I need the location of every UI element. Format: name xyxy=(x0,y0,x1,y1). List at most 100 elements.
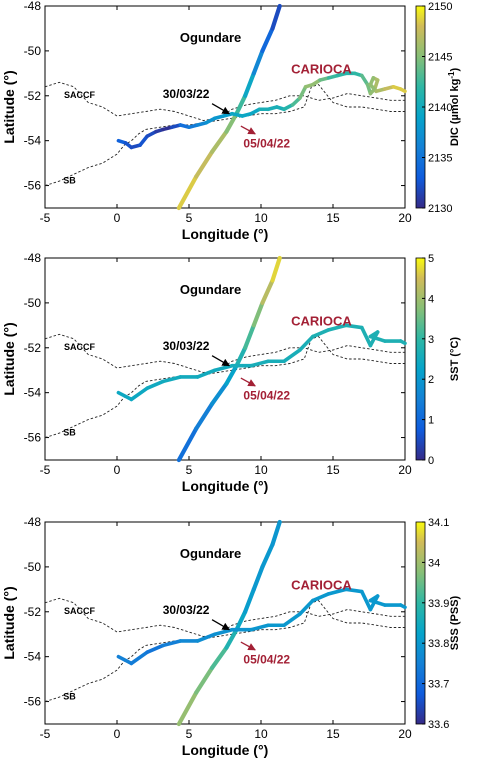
track-segment xyxy=(176,690,199,727)
x-axis-label: Longitude (°) xyxy=(182,742,268,758)
date-ogundare-label: 30/03/22 xyxy=(163,87,210,101)
colorbar-tick-label: 5 xyxy=(428,253,434,265)
x-tick-label: 0 xyxy=(114,463,121,477)
date-carioca-label: 05/04/22 xyxy=(243,652,290,666)
track-segment xyxy=(243,323,256,350)
colorbar-tick-label: 33.7 xyxy=(428,679,449,691)
track-segment xyxy=(145,379,165,390)
colorbar-tick-label: 2140 xyxy=(428,102,452,114)
date-ogundare-arrow xyxy=(211,355,230,367)
date-carioca-label: 05/04/22 xyxy=(243,136,290,150)
track-segment xyxy=(224,363,239,386)
track-segment xyxy=(234,345,248,368)
track-segment xyxy=(398,603,407,610)
x-tick-label: 15 xyxy=(326,727,340,741)
track-segment xyxy=(116,390,134,402)
x-tick-label: 0 xyxy=(114,211,121,225)
track-segment xyxy=(270,519,282,547)
carioca-label: CARIOCA xyxy=(291,577,352,592)
colorbar xyxy=(415,521,426,725)
track-segment xyxy=(298,334,315,352)
track-segment xyxy=(368,334,387,343)
x-tick-label: 10 xyxy=(254,211,268,225)
x-tick-label: -5 xyxy=(40,727,51,741)
carioca-label: CARIOCA xyxy=(291,313,352,328)
track-segment xyxy=(195,368,217,379)
track-segment xyxy=(249,623,271,632)
x-axis-label: Longitude (°) xyxy=(182,478,268,494)
y-tick-label: -56 xyxy=(24,431,42,445)
track-segment xyxy=(298,85,308,100)
x-tick-label: 5 xyxy=(186,463,193,477)
colorbar-tick-label: 2135 xyxy=(428,153,452,165)
colorbar xyxy=(415,257,426,461)
date-ogundare-label: 30/03/22 xyxy=(163,603,210,617)
colorbar-label: SSS (PSS) xyxy=(449,595,461,650)
y-tick-label: -50 xyxy=(24,296,42,310)
track-segment xyxy=(138,134,150,147)
y-tick-label: -54 xyxy=(24,650,42,664)
x-tick-label: 20 xyxy=(398,463,412,477)
y-tick-label: -56 xyxy=(24,179,42,193)
track-segment xyxy=(195,632,217,643)
colorbar-tick-label: 33.9 xyxy=(428,598,449,610)
ogundare-label: Ogundare xyxy=(180,282,241,297)
track-segment xyxy=(251,564,265,592)
track-segment xyxy=(213,627,234,637)
track-segment xyxy=(359,325,373,348)
sb-front-line xyxy=(44,336,405,439)
track-segment xyxy=(344,587,364,594)
colorbar-tick-label: 33.8 xyxy=(428,638,449,650)
track-segment xyxy=(116,654,134,666)
colorbar-label-end: ) xyxy=(449,68,461,72)
plot-frame xyxy=(44,5,406,209)
y-tick-label: -54 xyxy=(24,134,42,148)
date-carioca-arrow xyxy=(240,125,256,135)
colorbar-label-superscript: -1 xyxy=(447,71,456,79)
track-segment xyxy=(129,650,150,666)
x-tick-label: 15 xyxy=(326,211,340,225)
date-ogundare-arrow xyxy=(211,619,230,631)
y-axis-label: Latitude (°) xyxy=(1,322,17,395)
y-tick-label: -56 xyxy=(24,695,42,709)
track-segment xyxy=(251,300,265,328)
colorbar-tick-label: 34 xyxy=(428,557,440,569)
saccf-label: SACCF xyxy=(64,342,96,352)
colorbar-tick-label: 2145 xyxy=(428,52,452,64)
track-segment xyxy=(129,386,150,402)
track-segment xyxy=(213,363,234,373)
ogundare-track xyxy=(176,3,282,211)
plot-frame xyxy=(44,257,406,461)
carioca-track xyxy=(116,71,407,150)
plot-frame xyxy=(44,521,406,725)
x-tick-label: 10 xyxy=(254,727,268,741)
track-segment xyxy=(311,592,331,603)
x-tick-label: -5 xyxy=(40,211,51,225)
track-segment xyxy=(224,627,239,650)
saccf-label: SACCF xyxy=(64,90,96,100)
track-segment xyxy=(359,589,373,612)
x-axis-label: Longitude (°) xyxy=(182,226,268,242)
y-tick-label: -52 xyxy=(24,605,42,619)
y-tick-label: -54 xyxy=(24,386,42,400)
x-tick-label: 20 xyxy=(398,727,412,741)
colorbar-tick-label: 2130 xyxy=(428,203,452,215)
date-carioca-arrow xyxy=(240,377,256,387)
x-tick-label: 5 xyxy=(186,727,193,741)
track-segment xyxy=(194,401,215,431)
y-axis-label: Latitude (°) xyxy=(1,70,17,143)
sb-front-line xyxy=(44,84,405,187)
track-segment xyxy=(234,93,248,116)
track-segment xyxy=(209,645,229,670)
track-segment xyxy=(298,598,315,616)
sb-front-line xyxy=(44,600,405,703)
track-segment xyxy=(270,255,282,283)
y-tick-label: -48 xyxy=(24,251,42,265)
sb-label: SB xyxy=(63,691,76,701)
sb-label: SB xyxy=(63,175,76,185)
x-tick-label: 15 xyxy=(326,463,340,477)
colorbar-label: DIC (µmol kg-1) xyxy=(447,68,461,147)
